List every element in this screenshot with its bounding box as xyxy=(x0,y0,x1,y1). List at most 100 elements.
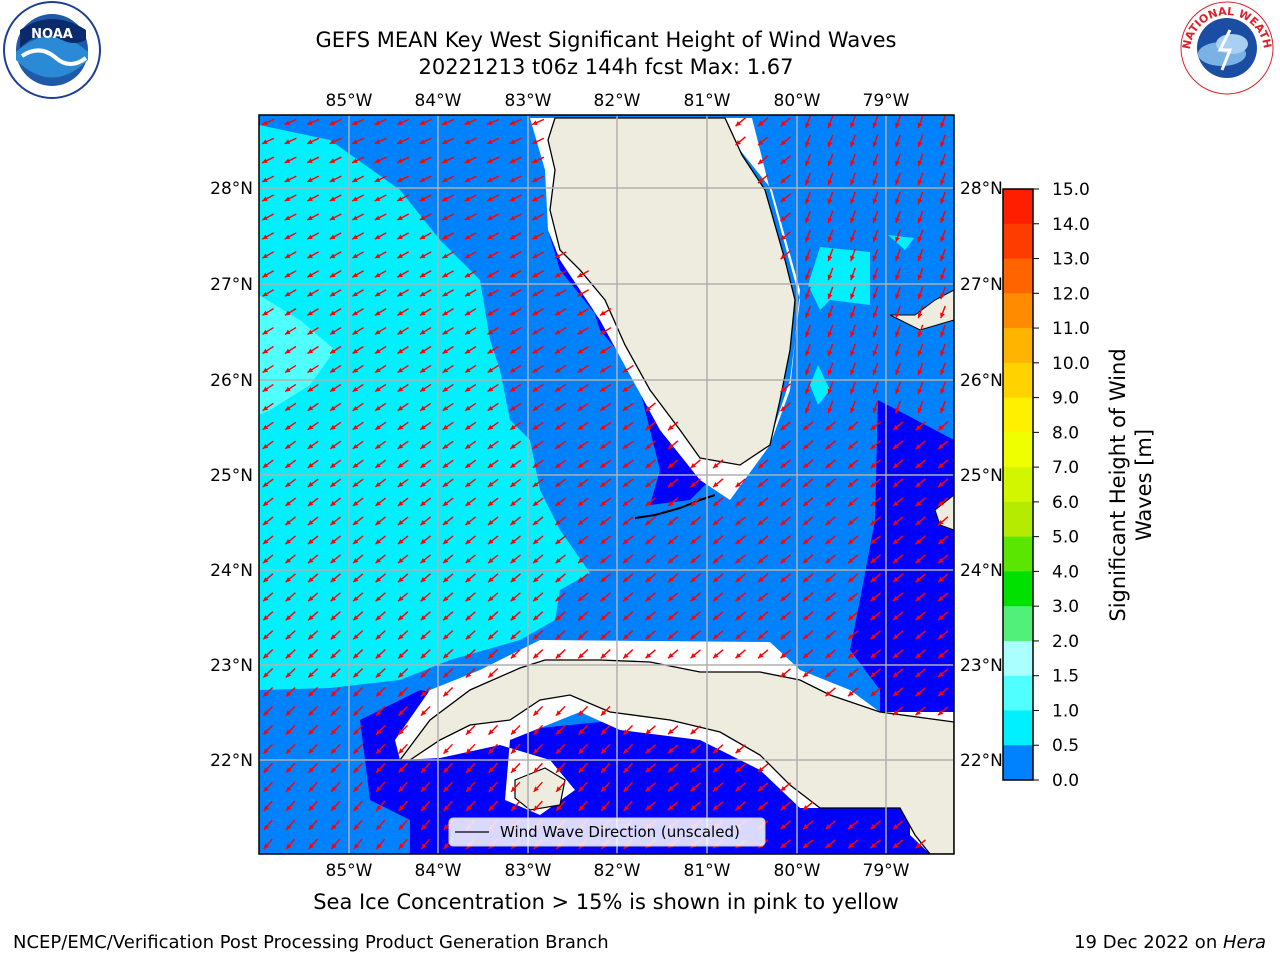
wind-wave-arrow xyxy=(937,687,949,697)
wind-wave-arrow xyxy=(464,345,477,355)
wind-wave-arrow xyxy=(600,573,611,583)
wind-wave-arrow xyxy=(353,743,363,755)
wind-wave-arrow xyxy=(330,743,341,755)
wind-wave-arrow xyxy=(351,137,365,145)
wind-wave-arrow xyxy=(329,383,342,393)
wind-wave-arrow xyxy=(690,459,701,469)
wind-wave-arrow xyxy=(850,381,856,395)
wind-wave-arrow xyxy=(805,305,811,319)
wind-wave-arrow xyxy=(262,497,274,507)
wind-wave-arrow xyxy=(330,573,341,583)
wind-wave-arrow xyxy=(329,516,342,526)
wind-wave-arrow xyxy=(486,118,500,126)
colorbar-tick-label: 7.0 xyxy=(1052,458,1079,478)
colorbar-tick-label: 14.0 xyxy=(1052,215,1090,235)
wind-wave-arrow xyxy=(329,194,342,202)
wind-wave-arrow xyxy=(308,819,318,831)
wind-wave-arrow xyxy=(757,573,769,583)
colorbar-swatch xyxy=(1003,501,1033,538)
wind-wave-arrow xyxy=(712,497,724,507)
wind-wave-arrow xyxy=(915,630,926,640)
wind-wave-arrow xyxy=(307,554,319,564)
wind-wave-arrow xyxy=(577,270,589,278)
wind-wave-arrow xyxy=(667,516,679,526)
wind-wave-arrow xyxy=(487,592,499,602)
colorbar-tick-label: 3.0 xyxy=(1052,597,1079,617)
wind-wave-arrow xyxy=(419,345,432,355)
gridlines xyxy=(259,115,954,854)
colorbar-swatch xyxy=(1003,432,1033,468)
wind-wave-arrow xyxy=(622,383,634,393)
wind-wave-arrow xyxy=(825,630,836,640)
wind-wave-arrow xyxy=(690,592,701,602)
wind-wave-arrow xyxy=(352,383,364,393)
wind-wave-arrow xyxy=(261,213,275,221)
wind-wave-arrow xyxy=(307,649,319,659)
wind-wave-arrow xyxy=(487,554,499,564)
wind-wave-arrow xyxy=(917,362,924,376)
wind-wave-arrow xyxy=(757,174,769,184)
wind-wave-arrow xyxy=(308,743,318,755)
chart-subtitle: 20221213 t06z 144h fcst Max: 1.67 xyxy=(418,55,794,79)
wind-wave-arrow xyxy=(780,250,791,260)
lon-label-bottom: 79°W xyxy=(863,861,910,881)
wind-wave-arrow xyxy=(353,781,363,793)
colorbar-tick-label: 1.0 xyxy=(1052,701,1079,721)
wind-wave-arrow xyxy=(330,554,341,564)
wind-wave-arrow xyxy=(464,270,477,278)
wind-wave-arrow xyxy=(532,308,544,316)
wind-wave-arrow xyxy=(827,267,834,281)
wind-wave-arrow xyxy=(645,497,656,507)
wind-wave-arrow xyxy=(872,134,879,148)
wind-wave-arrow xyxy=(872,267,879,281)
wind-wave-arrow xyxy=(443,743,453,755)
wind-wave-arrow xyxy=(827,134,834,148)
wind-wave-arrow xyxy=(285,838,296,850)
wind-wave-arrow xyxy=(805,191,811,205)
wind-wave-arrow xyxy=(577,459,589,469)
wind-wave-arrow xyxy=(577,724,589,736)
wind-wave-arrow xyxy=(827,286,834,300)
wind-wave-arrow xyxy=(622,649,634,659)
wind-wave-arrow xyxy=(802,478,814,488)
wind-wave-arrow xyxy=(827,362,834,376)
wind-wave-arrow xyxy=(262,440,274,450)
wind-wave-arrow xyxy=(667,478,679,488)
wind-wave-arrow xyxy=(917,248,924,262)
wind-wave-arrow xyxy=(780,459,791,469)
wind-wave-arrow xyxy=(441,194,455,202)
wind-wave-arrow xyxy=(872,153,879,167)
wind-wave-arrow xyxy=(937,668,949,678)
wind-wave-arrow xyxy=(940,191,946,205)
wind-wave-arrow xyxy=(531,251,545,259)
lat-label-left: 23°N xyxy=(210,656,253,676)
wind-wave-arrow xyxy=(554,459,567,469)
wind-wave-arrow xyxy=(374,345,387,355)
wind-wave-arrow xyxy=(419,289,432,297)
wind-wave-arrow xyxy=(284,345,297,355)
wind-wave-arrow xyxy=(307,592,319,602)
colorbar-swatch xyxy=(1003,223,1033,260)
wind-wave-arrow xyxy=(802,459,814,469)
wind-wave-arrow xyxy=(330,592,341,602)
wind-wave-arrow xyxy=(940,286,946,300)
wind-wave-arrow xyxy=(330,668,341,678)
wind-wave-arrow xyxy=(915,421,926,431)
wind-wave-arrow xyxy=(375,592,386,602)
wind-wave-arrow xyxy=(712,801,724,811)
wind-wave-arrow xyxy=(533,743,543,755)
wind-wave-arrow xyxy=(895,286,901,300)
wind-wave-arrow xyxy=(667,611,679,621)
wind-wave-arrow xyxy=(554,478,567,488)
wind-wave-arrow xyxy=(509,270,522,278)
wind-wave-arrow xyxy=(442,611,454,621)
wind-wave-arrow xyxy=(262,459,274,469)
nws-logo-text: NATIONAL WEATHER SERVICE xyxy=(0,0,1274,50)
wind-wave-arrow xyxy=(600,762,611,774)
wind-wave-arrow xyxy=(465,800,476,812)
wind-wave-arrow xyxy=(780,611,791,621)
wind-wave-arrow xyxy=(622,630,634,640)
wind-wave-arrow xyxy=(464,364,477,374)
wind-wave-arrow xyxy=(442,630,454,640)
wind-wave-arrow xyxy=(487,402,499,412)
